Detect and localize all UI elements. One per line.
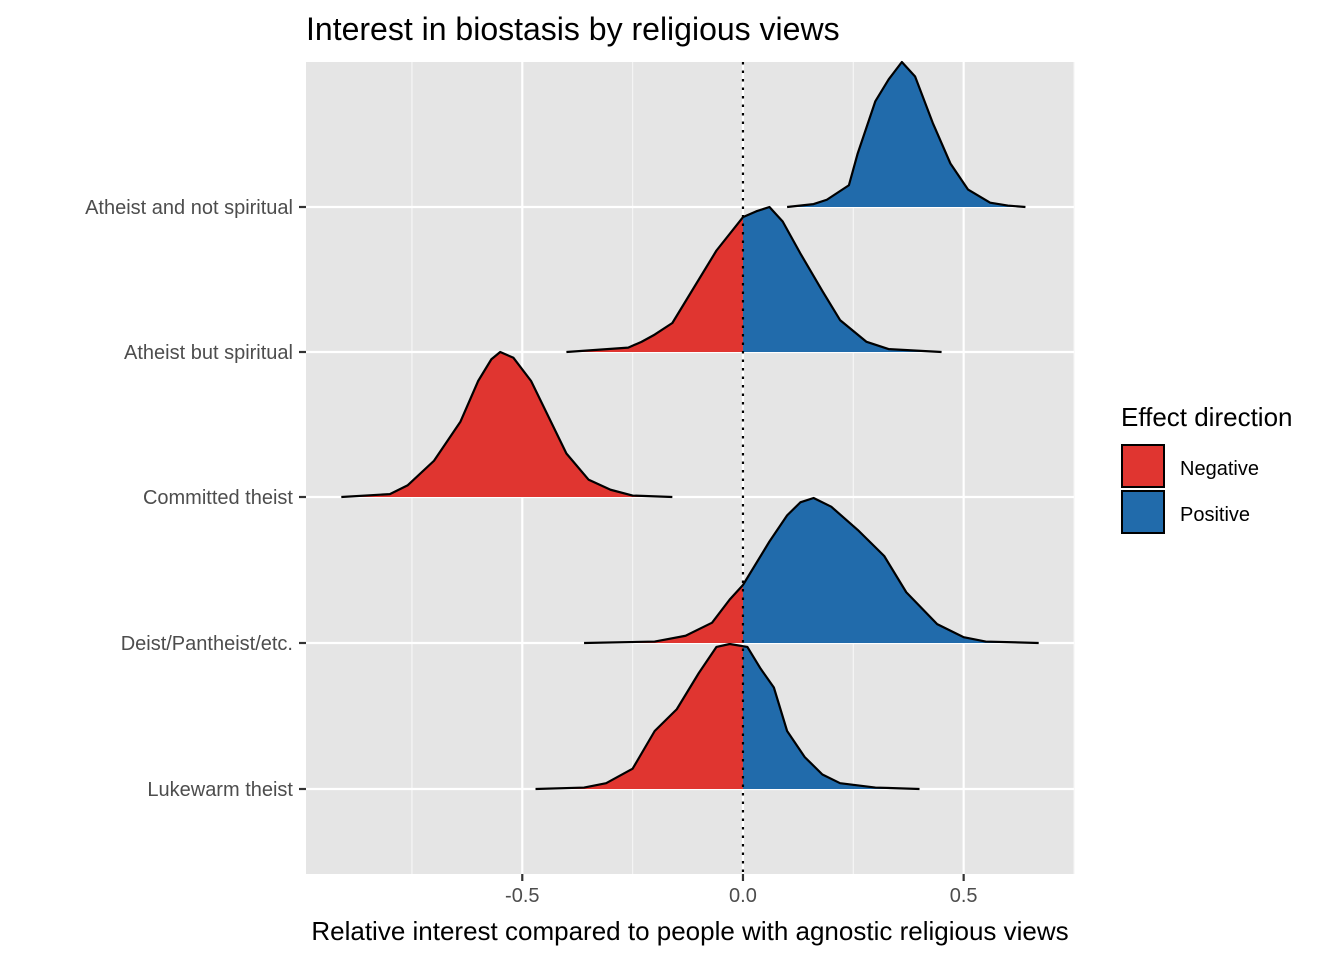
ridge-fill-positive xyxy=(787,62,1026,207)
ridge-outline xyxy=(566,205,942,354)
y-tick-label: Atheist and not spiritual xyxy=(85,197,293,219)
ridge xyxy=(584,496,1039,645)
x-axis-label: Relative interest compared to people wit… xyxy=(311,916,1068,946)
ridge-outline xyxy=(341,350,673,499)
legend-key-positive xyxy=(1121,490,1165,534)
x-tick-label: 0.5 xyxy=(950,885,978,907)
ridge-outline xyxy=(786,60,1026,209)
ridge-fill-positive xyxy=(742,498,1039,643)
x-tick-label: 0.0 xyxy=(729,885,757,907)
ridge-outline xyxy=(535,642,920,791)
x-tick-label: -0.5 xyxy=(505,885,539,907)
legend-key-negative xyxy=(1121,444,1165,488)
ridge-fill-negative xyxy=(584,585,743,643)
ridge xyxy=(535,642,920,791)
ridge-fill-negative xyxy=(341,352,673,497)
legend: Effect direction Negative Positive xyxy=(1121,402,1293,534)
y-tick-label: Deist/Pantheist/etc. xyxy=(121,633,293,655)
ridge-fill-negative xyxy=(535,644,743,789)
chart-title: Interest in biostasis by religious views xyxy=(306,11,840,47)
ridge xyxy=(566,205,942,354)
axes: Lukewarm theist Deist/Pantheist/etc. Commi… xyxy=(85,197,977,907)
ridge-fill-positive xyxy=(742,207,942,352)
ridge xyxy=(341,350,673,499)
ridge-outline xyxy=(584,496,1039,645)
y-tick-label: Lukewarm theist xyxy=(147,779,293,801)
legend-title: Effect direction xyxy=(1121,402,1293,432)
ridges xyxy=(341,60,1039,791)
ridge-fill-positive xyxy=(742,646,920,789)
legend-label-negative: Negative xyxy=(1180,458,1259,480)
y-tick-label: Atheist but spiritual xyxy=(124,342,293,364)
ridge xyxy=(786,60,1026,209)
legend-label-positive: Positive xyxy=(1180,504,1250,526)
ridge-fill-negative xyxy=(566,217,743,352)
y-tick-label: Committed theist xyxy=(143,487,293,509)
